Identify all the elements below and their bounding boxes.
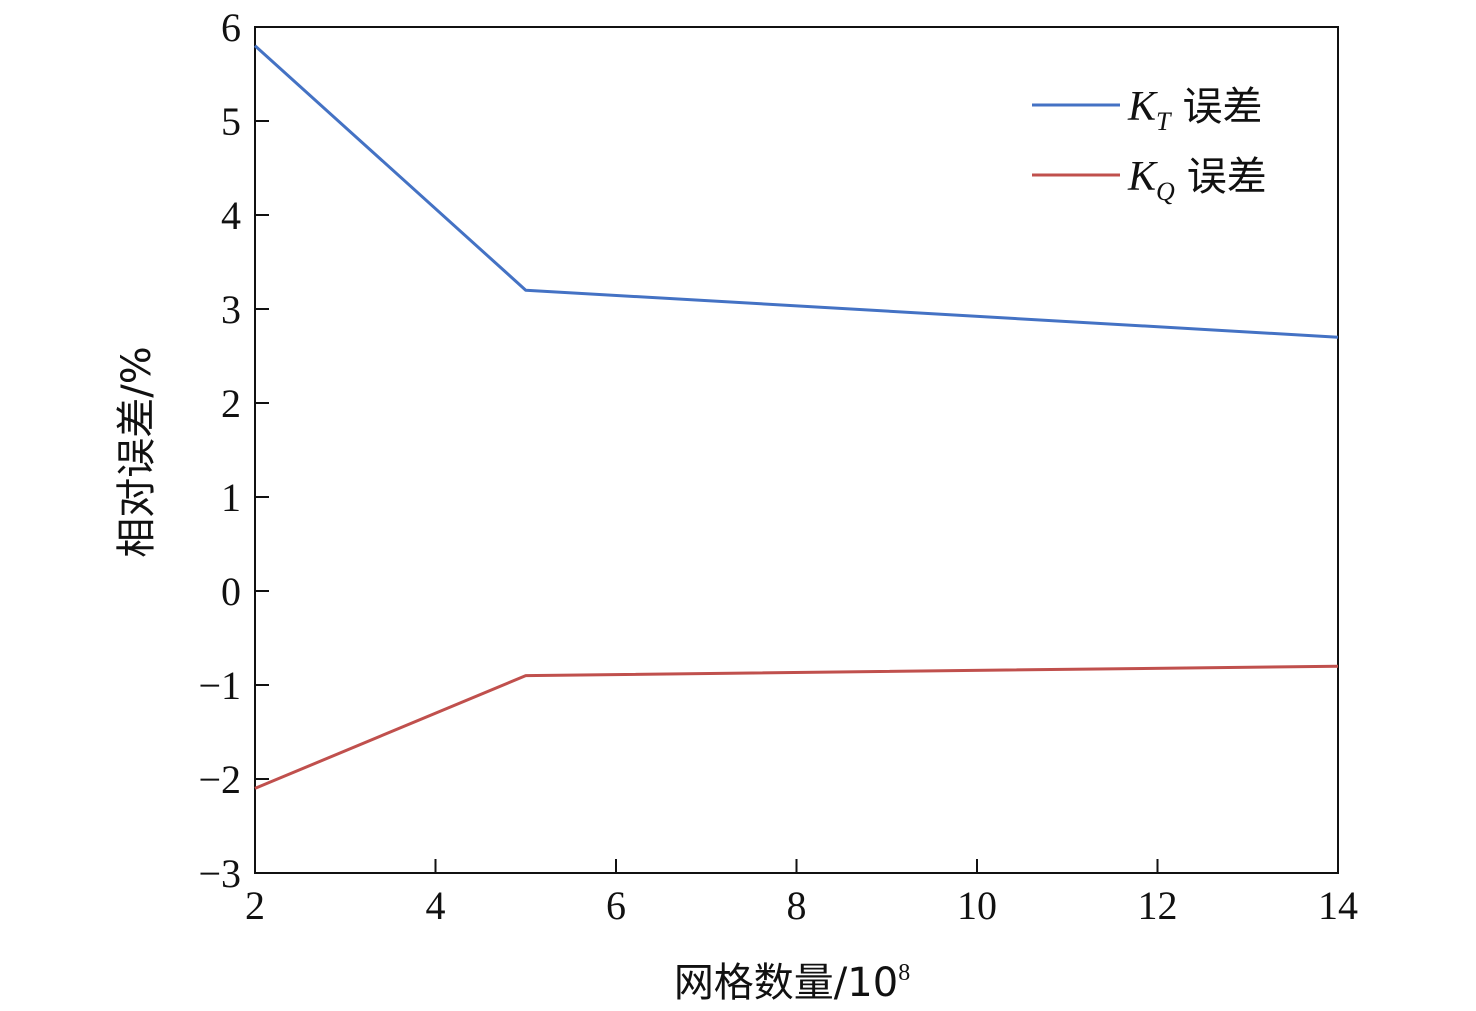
y-tick-label: −3 [198,851,241,896]
x-tick-label: 14 [1318,883,1358,928]
legend: KT 误差 KQ 误差 [1032,84,1267,206]
x-tick-label: 10 [957,883,997,928]
x-tick-label: 4 [426,883,446,928]
y-tick-label: 6 [221,5,241,50]
y-tick-label: 2 [221,381,241,426]
plot-area [254,26,1339,874]
y-tick-label: −1 [198,663,241,708]
y-tick-label: 5 [221,99,241,144]
x-tick-label: 8 [787,883,807,928]
x-tick-label: 12 [1138,883,1178,928]
legend-label-2: KQ 误差 [1127,154,1267,206]
y-tick-label: 0 [221,569,241,614]
series-line-2 [254,664,1339,790]
x-axis-title-exponent: 8 [898,960,910,986]
y-tick-label: −2 [198,757,241,802]
y-tick-label: 3 [221,287,241,332]
x-tick-label: 6 [606,883,626,928]
y-tick-label: 4 [221,193,241,238]
y-tick-label: 1 [221,475,241,520]
series-lines [253,44,1339,790]
legend-label-1: KT 误差 [1127,84,1262,136]
x-axis-title-main: 网格数量/10 [674,960,898,1006]
x-axis-title: 网格数量/108 [674,960,910,1006]
plot-frame [254,26,1339,874]
series-line-1 [253,44,1339,339]
x-tick-label: 2 [245,883,265,928]
y-axis-title: 相对误差/% [114,346,160,557]
